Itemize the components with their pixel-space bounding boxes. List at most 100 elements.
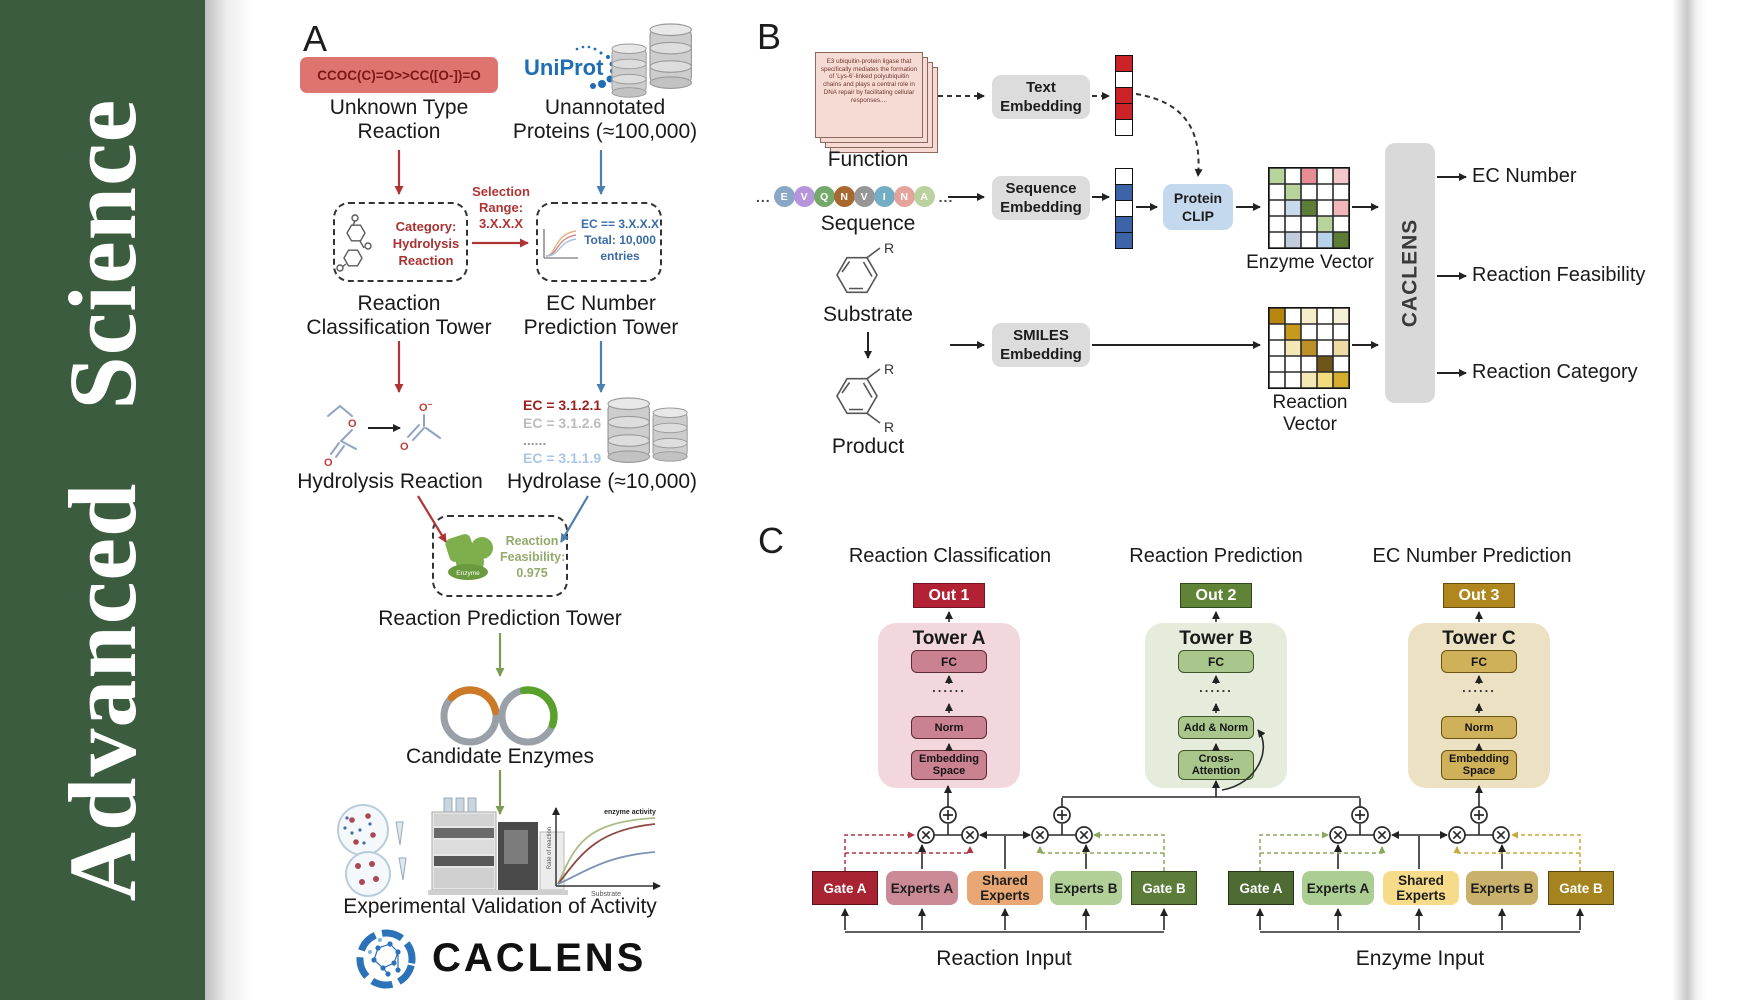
sequence-ellipsis: ... <box>938 188 954 205</box>
grid-cell <box>1285 308 1301 324</box>
ez-experts-b: Experts B <box>1466 871 1538 905</box>
tower-c: Tower C FC ...... Norm Embedding Space <box>1408 623 1550 788</box>
substrate-r-label: R <box>884 240 894 256</box>
grid-cell <box>1285 232 1301 248</box>
grid-cell <box>1301 340 1317 356</box>
uniprot-database-icon <box>611 43 647 98</box>
grid-cell <box>1301 308 1317 324</box>
grid-cell <box>1269 372 1285 388</box>
tower-c-dots: ...... <box>1462 680 1496 695</box>
grid-cell <box>1333 356 1349 372</box>
grid-cell <box>1317 308 1333 324</box>
tower-b-title: Tower B <box>1179 628 1253 649</box>
substrate-molecule: R <box>836 240 894 294</box>
residue-circle: I <box>873 186 895 207</box>
grid-cell <box>1333 200 1349 216</box>
ec-list-item: EC = 3.1.1.9 <box>523 449 602 466</box>
grid-cell <box>1269 340 1285 356</box>
tower-b-fc: FC <box>1178 650 1254 673</box>
ester-molecule: O O <box>324 404 357 469</box>
ec-list-item: EC = 3.1.2.6 <box>523 414 602 431</box>
grid-cell <box>1285 200 1301 216</box>
enzyme-input-label: Enzyme Input <box>1355 947 1485 970</box>
grid-cell <box>1317 356 1333 372</box>
enzyme-vector-label: Enzyme Vector <box>1246 252 1374 273</box>
residue-circle: V <box>853 186 875 207</box>
grid-cell <box>1285 184 1301 200</box>
candidate-enzymes-label: Candidate Enzymes <box>406 745 594 768</box>
tower-c-embedding-space: Embedding Space <box>1441 750 1517 780</box>
ec-candidates-list: EC = 3.1.2.1 EC = 3.1.2.6...... EC = 3.1.1… <box>523 397 601 467</box>
journal-title: Advanced Science <box>49 98 156 902</box>
ec-tower-label: EC Number Prediction Tower <box>523 292 679 339</box>
ec-list-item: ...... <box>523 432 547 448</box>
text-embedding-vector <box>1115 55 1133 136</box>
grid-cell <box>1301 324 1317 340</box>
function-card-front: E3 ubiquitin-protein ligase that specifi… <box>815 52 923 138</box>
plot-ylabel: Rate of reaction <box>547 827 553 869</box>
residue-circle: A <box>913 186 935 207</box>
tower-a-fc: FC <box>911 650 987 673</box>
svg-text:O: O <box>324 457 333 469</box>
grid-cell <box>1317 168 1333 184</box>
ez-gate-b: Gate B <box>1548 871 1614 905</box>
tower-a-norm: Norm <box>911 716 987 739</box>
uniprot-logo: UniProt <box>524 55 604 80</box>
vector-cell <box>1116 56 1132 71</box>
right-edge-shadow <box>1672 0 1706 1000</box>
product-molecule: R R <box>836 361 894 435</box>
grid-cell <box>1301 232 1317 248</box>
protein-sequence: ... E V Q N V I N A... <box>752 186 957 207</box>
grid-cell <box>1333 308 1349 324</box>
output-ec-number: EC Number <box>1472 165 1577 187</box>
grid-cell <box>1269 232 1285 248</box>
svg-text:O−: O− <box>419 400 433 414</box>
hplc-instrument-icon <box>428 797 568 895</box>
tower-a: Tower A FC ...... Norm Embedding Space <box>878 623 1020 788</box>
grid-cell <box>1317 340 1333 356</box>
plus-circle <box>939 806 1488 824</box>
arrow-textvector-to-clip <box>1135 93 1203 177</box>
vector-cell <box>1116 200 1132 216</box>
grid-cell <box>1317 324 1333 340</box>
grid-cell <box>1285 216 1301 232</box>
output-reaction-feasibility: Reaction Feasibility <box>1472 264 1646 286</box>
protein-clip-box: Protein CLIP <box>1163 184 1233 230</box>
moe-operators <box>917 806 1510 844</box>
times-circle <box>917 826 1510 844</box>
tower-b-cross-attention: Cross- Attention <box>1178 750 1254 780</box>
ec-filter-label: EC == 3.X.X.X Total: 10,000 entries <box>580 217 660 263</box>
text-embedding-box: Text Embedding <box>992 75 1090 119</box>
grid-cell <box>1301 200 1317 216</box>
grid-cell <box>1285 340 1301 356</box>
selection-range-label: Selection Range: 3.X.X.X <box>472 184 530 231</box>
sequence-ellipsis: ... <box>756 188 771 205</box>
grid-cell <box>1285 372 1301 388</box>
ez-experts-a: Experts A <box>1302 871 1374 905</box>
residue-circle: N <box>833 186 855 207</box>
panel-a-label: A <box>303 18 328 59</box>
tower-c-norm: Norm <box>1441 716 1517 739</box>
ec-list-item: EC = 3.1.2.1 <box>523 397 602 413</box>
tower-b: Tower B FC ...... Add & Norm Cross- Atte… <box>1145 623 1287 788</box>
rx-shared-experts: Shared Experts <box>967 871 1043 905</box>
classification-tower-label: Reaction Classification Tower <box>306 292 492 339</box>
rx-experts-b: Experts B <box>1050 871 1122 905</box>
category-label: Category: Hydrolysis Reaction <box>392 219 460 268</box>
grid-cell <box>1285 168 1301 184</box>
rx-gate-a: Gate A <box>812 871 878 905</box>
grid-cell <box>1333 372 1349 388</box>
rx-experts-a: Experts A <box>886 871 958 905</box>
reaction-smiles: CCOC(C)=O>>CC([O-])=O <box>317 67 481 83</box>
grid-cell <box>1317 200 1333 216</box>
reaction-vector-grid <box>1268 307 1350 389</box>
vector-cell <box>1116 169 1132 184</box>
reaction-prediction-box: Reaction Feasibility: 0.975 <box>432 515 568 597</box>
grid-cell <box>1301 356 1317 372</box>
grid-cell <box>1269 168 1285 184</box>
left-edge-shadow <box>205 0 253 1000</box>
function-label: Function <box>827 148 909 171</box>
reaction-smiles-box: CCOC(C)=O>>CC([O-])=O <box>300 57 498 93</box>
rx-gate-b: Gate B <box>1131 871 1197 905</box>
grid-cell <box>1317 232 1333 248</box>
